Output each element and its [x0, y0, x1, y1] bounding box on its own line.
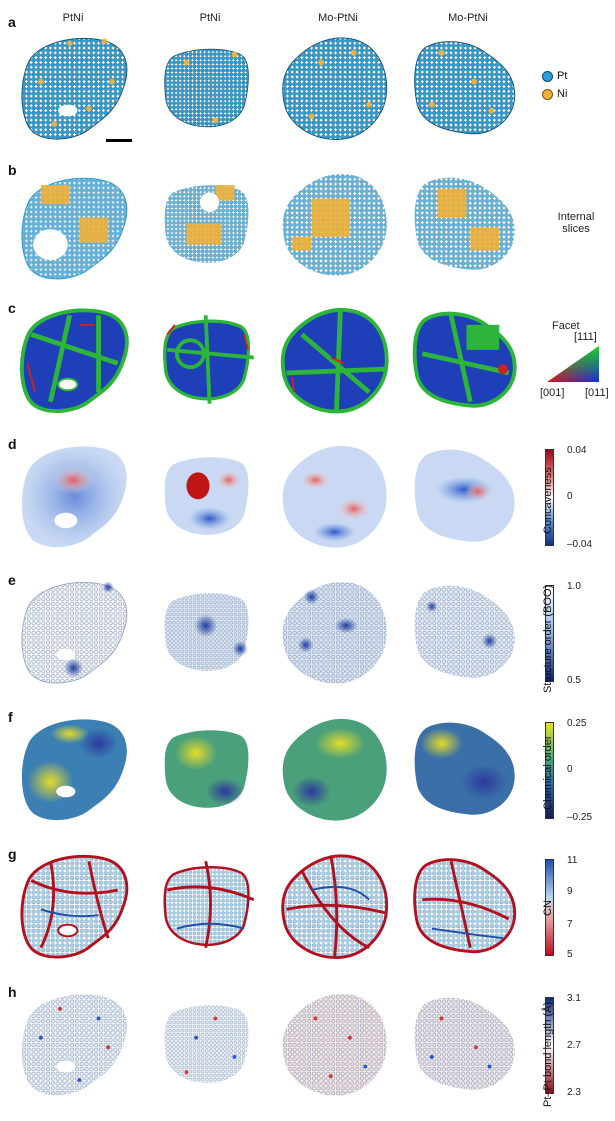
panel-b-1 [12, 160, 137, 285]
concaveness-min: –0.04 [567, 539, 593, 550]
ni-marker-icon [542, 88, 553, 100]
panel-b-2 [148, 160, 273, 285]
chemical-min: –0.25 [567, 812, 593, 823]
chemical-label: Chemical order [542, 735, 554, 810]
row-label-e: e [8, 572, 16, 588]
panel-e-3 [273, 568, 398, 693]
bond-min: 2.3 [567, 1087, 581, 1098]
facet-left-label: [001] [540, 387, 565, 399]
panel-c-3 [273, 296, 398, 421]
row-label-f: f [8, 709, 13, 725]
concaveness-max: 0.04 [567, 445, 587, 456]
facet-title: Facet [552, 320, 580, 332]
row-label-c: c [8, 300, 16, 316]
bond-colorbar [545, 997, 554, 1094]
legend-ni-label: Ni [557, 88, 568, 100]
column-header-3: Mo-PtNi [318, 12, 358, 24]
panel-d-1 [12, 432, 137, 557]
panel-c-1 [12, 296, 137, 421]
column-header-1: PtNi [62, 12, 84, 24]
column-header-2: PtNi [199, 12, 221, 24]
panel-a-2 [148, 24, 273, 149]
cn-tick-7: 7 [567, 919, 573, 930]
panel-a-3 [273, 24, 398, 149]
chemical-colorbar [545, 722, 554, 819]
chemical-max: 0.25 [567, 718, 587, 729]
facet-top-label: [111] [574, 331, 597, 343]
cn-tick-5: 5 [567, 949, 573, 960]
cn-tick-11: 11 [567, 855, 578, 866]
row-label-a: a [8, 14, 16, 30]
cn-tick-9: 9 [567, 886, 573, 897]
column-header-4: Mo-PtNi [448, 12, 488, 24]
panel-a-1 [12, 24, 137, 149]
structure-label: Structure order (BOO) [542, 584, 554, 693]
panel-d-2 [148, 432, 273, 557]
panel-d-3 [273, 432, 398, 557]
panel-a-4 [403, 24, 528, 149]
legend-pt-label: Pt [557, 70, 568, 82]
internal-slices-label: Internal slices [557, 211, 595, 235]
pt-marker-icon [542, 70, 553, 82]
chemical-mid: 0 [567, 764, 573, 775]
panel-f-4 [403, 705, 528, 830]
row-label-g: g [8, 846, 17, 862]
panel-c-2 [148, 296, 273, 421]
panel-c-4 [403, 296, 528, 421]
bond-label: Pt–Pt bond length (Å) [542, 1001, 554, 1107]
scale-bar [106, 139, 132, 142]
panel-h-4 [403, 980, 528, 1105]
concaveness-mid: 0 [567, 491, 573, 502]
concaveness-label: Concaveness [542, 467, 554, 534]
panel-d-4 [403, 432, 528, 557]
panel-h-2 [148, 980, 273, 1105]
panel-f-2 [148, 705, 273, 830]
panel-f-1 [12, 705, 137, 830]
concaveness-colorbar [545, 449, 554, 546]
row-label-b: b [8, 162, 17, 178]
facet-triangle [547, 346, 599, 382]
row-label-d: d [8, 436, 17, 452]
panel-b-4 [403, 160, 528, 285]
facet-right-label: [011] [585, 387, 609, 399]
panel-g-4 [403, 842, 528, 967]
panel-f-3 [273, 705, 398, 830]
panel-h-3 [273, 980, 398, 1105]
structure-max: 1.0 [567, 581, 581, 592]
structure-colorbar [545, 585, 554, 682]
bond-mid: 2.7 [567, 1040, 581, 1051]
panel-e-1 [12, 568, 137, 693]
panel-b-3 [273, 160, 398, 285]
row-label-h: h [8, 984, 17, 1000]
panel-e-2 [148, 568, 273, 693]
structure-min: 0.5 [567, 675, 581, 686]
bond-max: 3.1 [567, 993, 581, 1004]
legend-ni: Ni [542, 88, 567, 100]
panel-g-3 [273, 842, 398, 967]
panel-g-1 [12, 842, 137, 967]
cn-colorbar [545, 859, 554, 956]
panel-h-1 [12, 980, 137, 1105]
cn-label: CN [542, 900, 554, 916]
legend-pt: Pt [542, 70, 567, 82]
panel-g-2 [148, 842, 273, 967]
panel-e-4 [403, 568, 528, 693]
